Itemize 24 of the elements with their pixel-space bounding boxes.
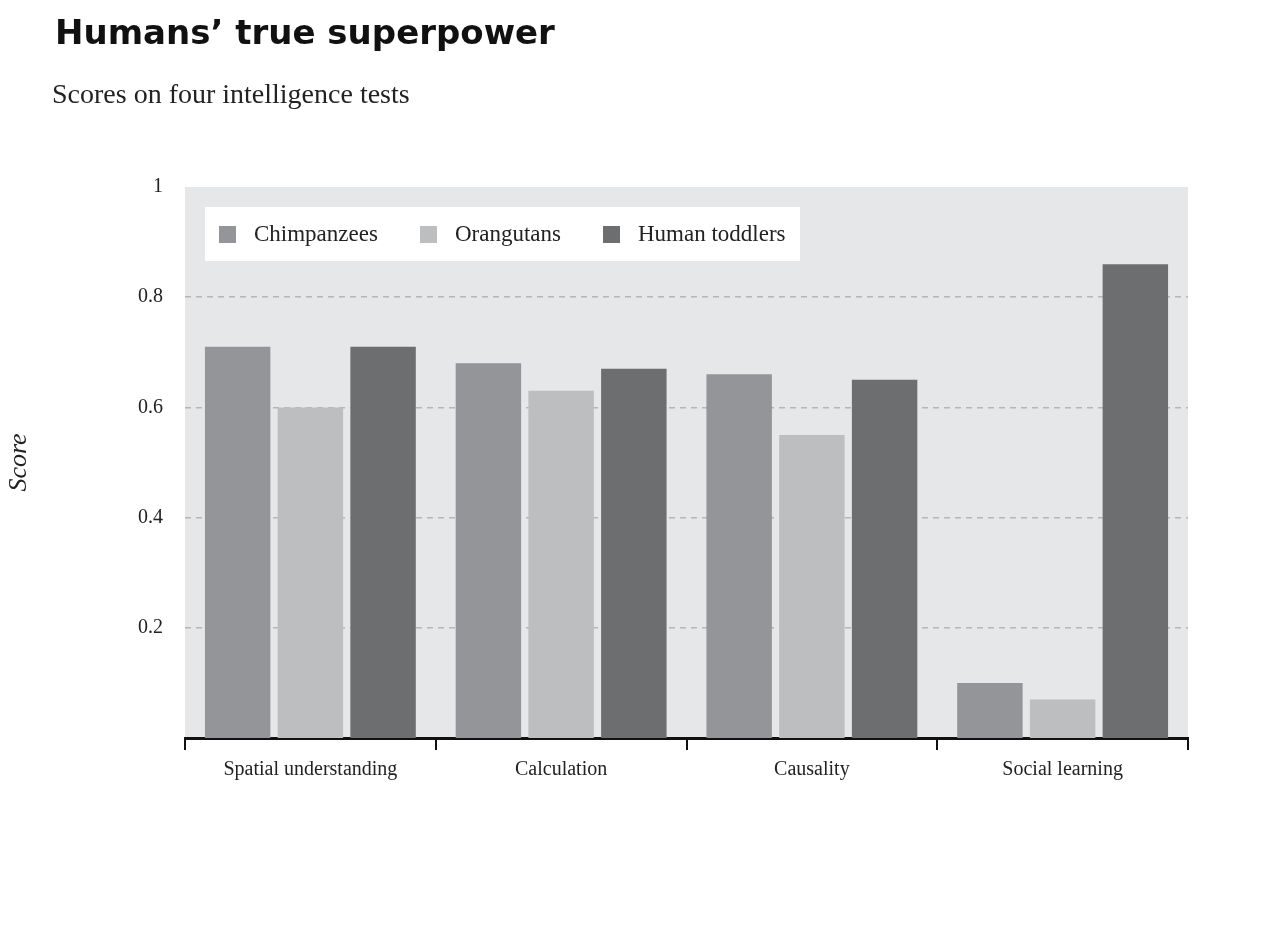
- y-tick-label: 0.4: [138, 504, 163, 527]
- bar: [601, 368, 667, 738]
- chart-title: Humans’ true superpower: [55, 12, 555, 52]
- legend-label: Chimpanzees: [254, 221, 378, 247]
- chart-subtitle: Scores on four intelligence tests: [52, 78, 410, 110]
- bar: [455, 363, 522, 738]
- x-tick-label: Social learning: [1002, 757, 1123, 781]
- bar: [957, 682, 1023, 738]
- y-tick-label: 0.2: [138, 615, 163, 638]
- y-tick-label: 1: [153, 174, 163, 197]
- legend-label: Human toddlers: [637, 221, 786, 247]
- y-tick-label: 0.8: [138, 284, 163, 307]
- x-tick-label: Calculation: [515, 757, 608, 780]
- y-axis-title: Score: [3, 433, 33, 492]
- bar: [706, 374, 772, 738]
- x-tick-label: Causality: [774, 757, 850, 781]
- legend-label: Orangutans: [454, 221, 561, 247]
- bar: [204, 346, 271, 738]
- bar: [1102, 264, 1169, 738]
- y-tick-label: 0.6: [138, 394, 163, 417]
- bar: [350, 346, 416, 738]
- bar: [851, 379, 918, 738]
- x-tick-label: Spatial understanding: [223, 757, 398, 781]
- bar: [1029, 699, 1096, 738]
